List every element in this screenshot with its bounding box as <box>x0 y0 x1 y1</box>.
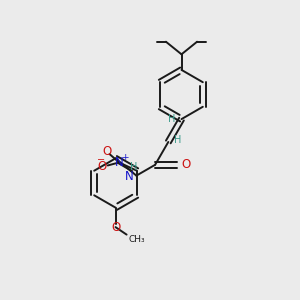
Text: N: N <box>115 156 124 169</box>
Text: H: H <box>130 162 138 172</box>
Text: H: H <box>168 113 175 124</box>
Text: O: O <box>111 220 120 234</box>
Text: O: O <box>102 145 111 158</box>
Text: H: H <box>174 135 182 145</box>
Text: −: − <box>97 155 105 165</box>
Text: O: O <box>97 160 106 173</box>
Text: N: N <box>125 170 134 183</box>
Text: CH₃: CH₃ <box>129 236 145 244</box>
Text: +: + <box>122 153 129 162</box>
Text: O: O <box>182 158 191 171</box>
